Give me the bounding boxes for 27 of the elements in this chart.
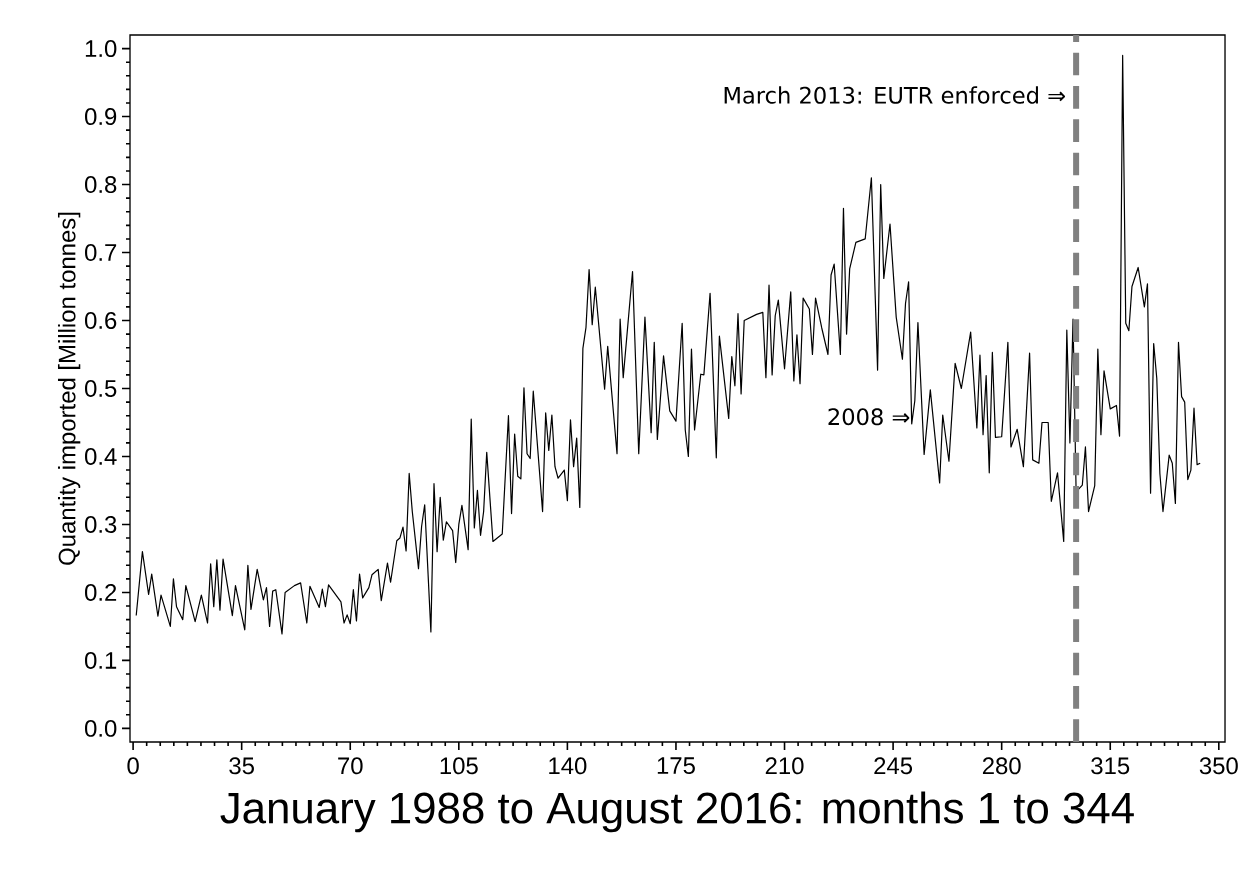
y-tick-label: 0.0 [85, 719, 117, 737]
x-tick-label: 0 [127, 757, 139, 775]
x-tick-label: 70 [338, 757, 363, 775]
y-tick-label: 0.7 [85, 244, 117, 261]
x-tick-label: 315 [1091, 757, 1130, 775]
ref-line-label: March 2013: EUTR enforced ⇒ [724, 86, 1065, 104]
y-tick-label: 0.1 [85, 651, 117, 669]
x-axis-title: January 1988 to August 2016: months 1 to 344 [220, 791, 1134, 833]
x-tick-label: 245 [874, 757, 913, 775]
y-tick-label: 0.5 [85, 380, 117, 397]
x-tick-label: 140 [549, 757, 587, 775]
y-tick-label: 0.6 [85, 312, 117, 329]
x-tick-label: 175 [657, 757, 695, 775]
y-tick-label: 0.2 [85, 583, 117, 601]
x-tick-label: 350 [1199, 757, 1238, 775]
y-tick-label: 0.3 [85, 515, 117, 533]
x-tick-label: 35 [229, 757, 254, 775]
x-tick-label: 210 [765, 757, 804, 775]
line-series [135, 54, 1201, 635]
x-tick-label: 105 [440, 757, 478, 775]
y-tick-label: 0.4 [85, 448, 117, 465]
y-tick-label: 0.8 [85, 176, 117, 194]
x-tick-label: 280 [982, 757, 1021, 775]
y-tick-label: 0.9 [85, 108, 117, 126]
y-axis-title: Quantity imported [Million tonnes] [57, 212, 81, 565]
annotation: 2008 ⇒ [828, 408, 910, 426]
y-tick-label: 1.0 [85, 40, 117, 58]
